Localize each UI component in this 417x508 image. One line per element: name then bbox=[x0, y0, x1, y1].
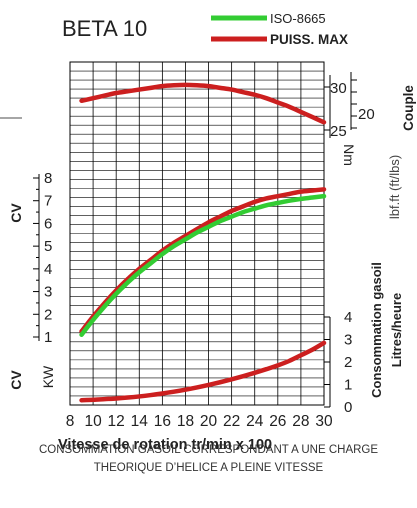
x-tick-label: 10 bbox=[84, 413, 102, 430]
x-tick-label: 22 bbox=[223, 413, 240, 430]
cv-axis-title: CV bbox=[8, 370, 24, 390]
x-tick-label: 30 bbox=[315, 413, 333, 430]
x-tick-label: 28 bbox=[292, 413, 309, 430]
x-tick-label: 26 bbox=[269, 413, 286, 430]
consumption-tick-label: 1 bbox=[344, 377, 352, 394]
cv-tick-label: 4 bbox=[44, 261, 52, 278]
cv-tick-label: 1 bbox=[44, 329, 52, 346]
cv-tick-label: 6 bbox=[44, 215, 52, 232]
puiss-max-power-line bbox=[79, 187, 327, 334]
caption-line-1: CONSOMMATION GASOIL CORRESPONDANT A UNE … bbox=[38, 444, 379, 456]
lbf-tick-label: 20 bbox=[358, 106, 375, 123]
cv-tick-label: 5 bbox=[44, 238, 52, 255]
x-tick-label: 8 bbox=[66, 413, 75, 430]
cv-tick-label: 2 bbox=[44, 306, 52, 323]
caption-line-2: THEORIQUE D’HELICE A PLEINE VITESSE bbox=[93, 462, 324, 474]
cv-tick-label: 3 bbox=[44, 284, 52, 301]
nm-axis-title: Nm bbox=[341, 144, 357, 166]
legend-label: PUISS. MAX bbox=[270, 32, 348, 47]
x-tick-label: 24 bbox=[246, 413, 264, 430]
consumption-tick-label: 2 bbox=[344, 354, 352, 371]
cv-tick-label: 7 bbox=[44, 193, 52, 210]
cv-tick-label: 8 bbox=[44, 170, 52, 187]
puiss-max-consumption-line bbox=[79, 340, 327, 403]
cv-axis-title-upper: CV bbox=[8, 203, 24, 223]
consumption-axis-title: Consommation gasoil bbox=[369, 262, 384, 398]
kw-axis-title: KW bbox=[40, 365, 56, 388]
nm-tick-label: 25 bbox=[330, 123, 347, 140]
iso-8665-power-line bbox=[79, 193, 327, 337]
plot-border bbox=[69, 61, 325, 406]
chart-title: BETA 10 bbox=[62, 16, 147, 41]
legend-label: ISO-8665 bbox=[270, 11, 326, 26]
x-axis-title: Vitesse de rotation tr/min x 100 bbox=[58, 437, 272, 453]
nm-tick-label: 30 bbox=[330, 80, 347, 97]
x-tick-label: 14 bbox=[131, 413, 149, 430]
consumption-axis-subtitle: Litres/heure bbox=[389, 293, 404, 367]
couple-axis-title: Couple bbox=[401, 85, 416, 131]
x-tick-label: 20 bbox=[200, 413, 218, 430]
consumption-tick-label: 3 bbox=[344, 332, 352, 349]
lbf-axis-title: lbf.ft (ft/lbs) bbox=[387, 155, 402, 219]
consumption-tick-label: 0 bbox=[344, 399, 352, 416]
x-tick-label: 18 bbox=[177, 413, 194, 430]
x-tick-label: 16 bbox=[154, 413, 171, 430]
puiss-max-torque-line bbox=[79, 82, 327, 125]
x-tick-label: 12 bbox=[108, 413, 125, 430]
consumption-tick-label: 4 bbox=[344, 309, 352, 326]
